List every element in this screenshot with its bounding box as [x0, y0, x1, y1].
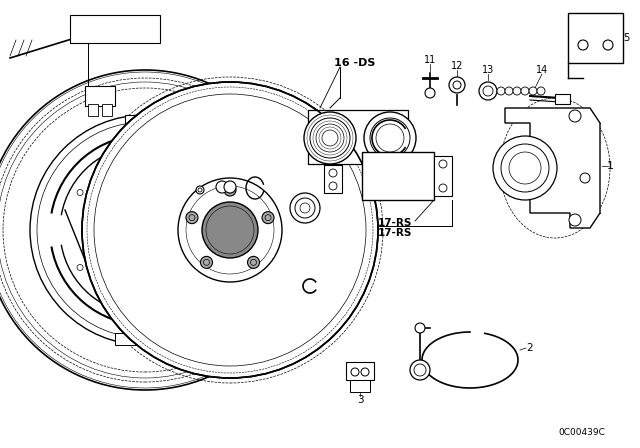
- Bar: [434, 156, 452, 196]
- Circle shape: [449, 77, 465, 93]
- Circle shape: [304, 112, 356, 164]
- Circle shape: [415, 323, 425, 333]
- Circle shape: [186, 211, 198, 224]
- Text: 17-RS: 17-RS: [378, 218, 412, 228]
- Text: 4: 4: [327, 289, 333, 299]
- Circle shape: [505, 87, 513, 95]
- Circle shape: [521, 87, 529, 95]
- Circle shape: [196, 186, 204, 194]
- Bar: [346, 362, 374, 380]
- Text: 2: 2: [527, 343, 533, 353]
- Bar: [568, 13, 623, 63]
- Text: 12: 12: [451, 61, 463, 71]
- Bar: [350, 380, 370, 392]
- Bar: [362, 152, 434, 200]
- Bar: [85, 86, 115, 106]
- Text: 7: 7: [223, 167, 229, 177]
- Circle shape: [30, 115, 260, 345]
- Text: 10: 10: [299, 175, 311, 185]
- Circle shape: [224, 184, 236, 196]
- Text: 5: 5: [345, 181, 351, 191]
- Text: 3: 3: [356, 395, 364, 405]
- Circle shape: [142, 302, 148, 308]
- Text: 6: 6: [197, 169, 203, 179]
- Circle shape: [479, 82, 497, 100]
- Text: 15: 15: [619, 33, 631, 43]
- Text: 0C00439C: 0C00439C: [559, 427, 605, 436]
- Text: 13: 13: [482, 65, 494, 75]
- Circle shape: [569, 110, 581, 122]
- Circle shape: [77, 190, 83, 195]
- Circle shape: [178, 178, 282, 282]
- Bar: [555, 94, 570, 104]
- Circle shape: [513, 87, 521, 95]
- Circle shape: [207, 190, 213, 195]
- Bar: [70, 15, 160, 43]
- Circle shape: [216, 181, 228, 193]
- Circle shape: [493, 136, 557, 200]
- Circle shape: [537, 87, 545, 95]
- Circle shape: [497, 87, 505, 95]
- Circle shape: [132, 120, 142, 130]
- Text: 8: 8: [250, 163, 256, 173]
- Circle shape: [580, 173, 590, 183]
- Circle shape: [262, 211, 274, 224]
- Circle shape: [207, 264, 213, 271]
- Circle shape: [202, 202, 258, 258]
- Bar: [125, 115, 165, 135]
- Text: 16 -DS: 16 -DS: [334, 58, 376, 68]
- Circle shape: [410, 360, 430, 380]
- Bar: [115, 333, 175, 345]
- Text: 17-RS: 17-RS: [378, 228, 412, 238]
- Circle shape: [569, 214, 581, 226]
- Text: 14: 14: [536, 65, 548, 75]
- Circle shape: [364, 112, 416, 164]
- Bar: [102, 104, 112, 116]
- Circle shape: [529, 87, 537, 95]
- Text: 9: 9: [275, 166, 281, 176]
- Text: 18 -RS: 18 -RS: [95, 24, 135, 34]
- Bar: [88, 104, 98, 116]
- Text: 11: 11: [424, 55, 436, 65]
- Circle shape: [425, 88, 435, 98]
- Bar: [324, 165, 342, 193]
- Circle shape: [142, 152, 148, 158]
- Circle shape: [82, 82, 378, 378]
- Circle shape: [248, 256, 259, 268]
- Polygon shape: [505, 108, 600, 228]
- Circle shape: [200, 256, 212, 268]
- Bar: [308, 110, 408, 164]
- Circle shape: [224, 181, 236, 193]
- Circle shape: [0, 70, 305, 390]
- Text: 1: 1: [607, 161, 614, 171]
- Circle shape: [77, 264, 83, 271]
- Circle shape: [290, 193, 320, 223]
- Circle shape: [148, 120, 158, 130]
